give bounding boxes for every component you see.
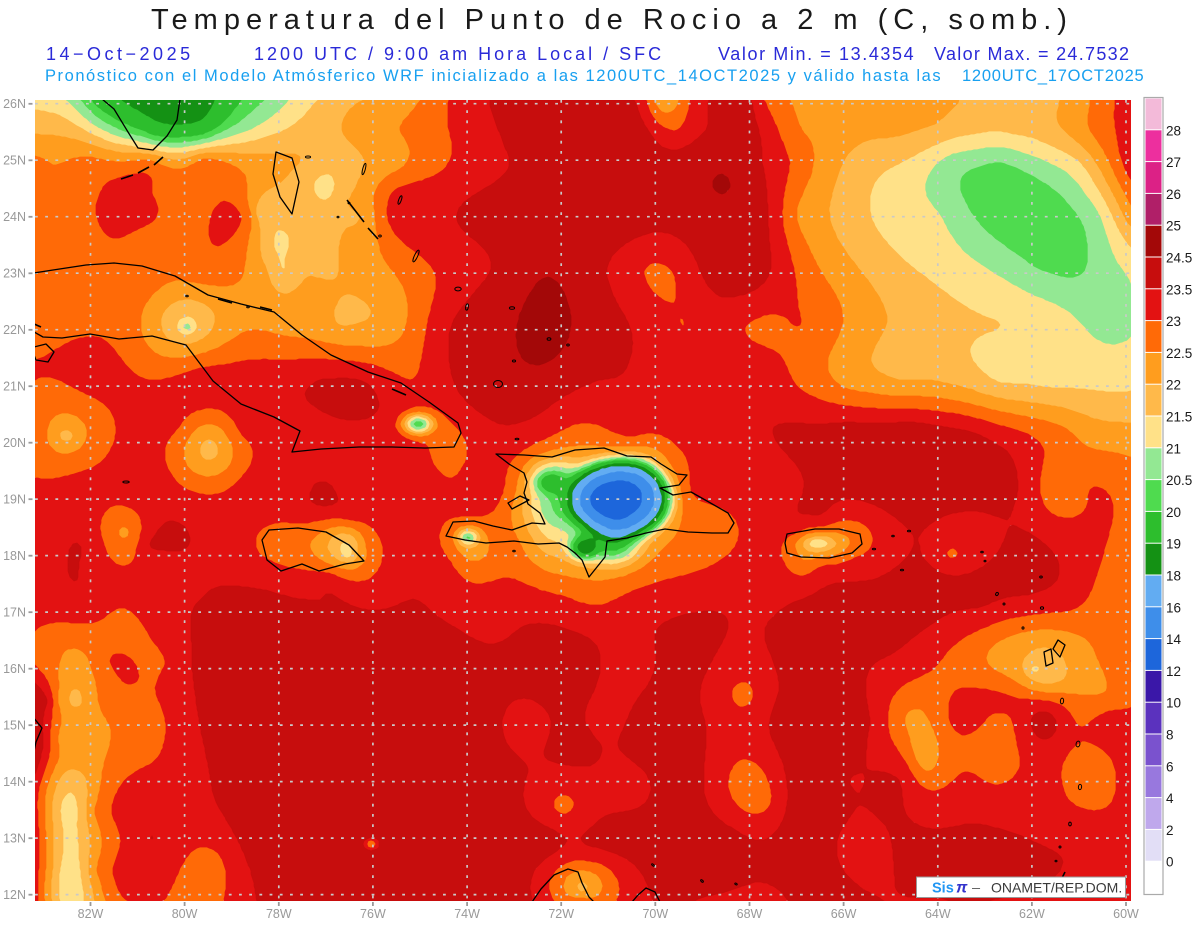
svg-text:26: 26 [1166,187,1181,202]
svg-text:12N: 12N [3,888,26,902]
svg-text:–: – [972,881,981,897]
svg-text:78W: 78W [266,907,292,921]
svg-text:ONAMET/REP.DOM.: ONAMET/REP.DOM. [991,880,1122,896]
svg-text:1200UTC_17OCT2025: 1200UTC_17OCT2025 [962,67,1144,85]
svg-text:2: 2 [1166,823,1174,838]
svg-text:14N: 14N [3,775,26,789]
svg-text:20.5: 20.5 [1166,473,1192,488]
svg-text:72W: 72W [548,907,574,921]
svg-text:14−Oct−2025: 14−Oct−2025 [46,44,194,64]
svg-text:6: 6 [1166,759,1174,774]
svg-text:21.5: 21.5 [1166,410,1192,425]
svg-text:25: 25 [1166,219,1181,234]
svg-text:26N: 26N [3,97,26,111]
svg-text:19N: 19N [3,493,26,507]
svg-text:Pronóstico con el Modelo Atmós: Pronóstico con el Modelo Atmósferico WRF… [45,67,942,85]
svg-text:66W: 66W [831,907,857,921]
svg-text:22.5: 22.5 [1166,346,1192,361]
svg-text:74W: 74W [454,907,480,921]
svg-text:23: 23 [1166,314,1181,329]
svg-text:25N: 25N [3,154,26,168]
svg-text:24.5: 24.5 [1166,251,1192,266]
svg-text:70W: 70W [642,907,668,921]
svg-text:15N: 15N [3,719,26,733]
svg-text:20N: 20N [3,436,26,450]
svg-text:21N: 21N [3,380,26,394]
svg-text:π: π [956,880,968,897]
svg-text:82W: 82W [78,907,104,921]
svg-text:27: 27 [1166,155,1181,170]
svg-text:14: 14 [1166,632,1182,647]
svg-text:17N: 17N [3,606,26,620]
svg-text:19: 19 [1166,537,1181,552]
svg-text:80W: 80W [172,907,198,921]
svg-text:64W: 64W [925,907,951,921]
svg-text:12: 12 [1166,664,1181,679]
svg-text:23N: 23N [3,267,26,281]
svg-text:68W: 68W [737,907,763,921]
svg-text:16N: 16N [3,662,26,676]
svg-text:62W: 62W [1019,907,1045,921]
svg-text:Valor Min. = 13.4354: Valor Min. = 13.4354 [718,44,915,64]
svg-text:0: 0 [1166,855,1174,870]
svg-text:18N: 18N [3,549,26,563]
svg-text:Valor Max. = 24.7532: Valor Max. = 24.7532 [934,44,1130,64]
svg-text:16: 16 [1166,600,1181,615]
svg-text:22N: 22N [3,323,26,337]
svg-text:18: 18 [1166,569,1181,584]
svg-text:13N: 13N [3,832,26,846]
svg-text:23.5: 23.5 [1166,282,1192,297]
svg-text:20: 20 [1166,505,1181,520]
svg-text:4: 4 [1166,791,1174,806]
svg-text:76W: 76W [360,907,386,921]
svg-text:60W: 60W [1113,907,1139,921]
svg-text:22: 22 [1166,378,1181,393]
svg-text:10: 10 [1166,696,1181,711]
svg-text:Sis: Sis [932,881,954,897]
svg-text:Temperatura del Punto de Rocio: Temperatura del Punto de Rocio a 2 m (C,… [151,4,1073,36]
svg-text:28: 28 [1166,123,1181,138]
svg-text:8: 8 [1166,728,1174,743]
svg-text:21: 21 [1166,441,1181,456]
svg-text:24N: 24N [3,210,26,224]
svg-text:1200 UTC / 9:00 am Hora Local: 1200 UTC / 9:00 am Hora Local / SFC [254,44,664,64]
